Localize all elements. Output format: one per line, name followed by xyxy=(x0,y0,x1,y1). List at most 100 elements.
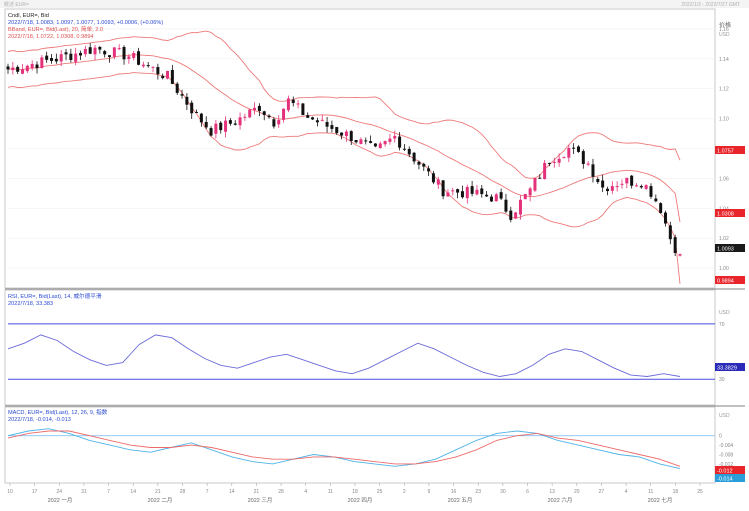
candle-body xyxy=(354,140,358,143)
candle-body xyxy=(393,135,397,139)
candle-body xyxy=(383,141,387,145)
bollinger-lower-line xyxy=(7,72,681,284)
candle-body xyxy=(40,57,44,68)
candle-body xyxy=(552,161,556,163)
candle-body xyxy=(446,192,450,197)
time-day-label: 30 xyxy=(500,489,506,495)
price-tick-label: 1.02 xyxy=(719,236,729,242)
time-month-label: 2022 七月 xyxy=(648,496,673,504)
candle-body xyxy=(25,65,29,72)
price-tick-label: 1.16 xyxy=(719,27,729,33)
price-tick-label: 1.00 xyxy=(719,266,729,272)
date-range: 2022/1/3 - 2022/7/27 GMT xyxy=(681,2,740,8)
svg-text:0.9894: 0.9894 xyxy=(717,279,734,285)
rsi-tick-label: 30 xyxy=(719,377,725,383)
svg-text:1.0308: 1.0308 xyxy=(717,212,734,218)
candle-body xyxy=(6,66,10,70)
candle-body xyxy=(175,83,179,93)
candle-legend-title: Cndl, EUR=, Bid xyxy=(8,13,49,19)
candle-body xyxy=(88,47,92,54)
candle-body xyxy=(470,186,474,194)
time-day-label: 28 xyxy=(180,489,186,495)
candle-body xyxy=(605,188,609,192)
svg-text:1.0757: 1.0757 xyxy=(717,149,734,155)
candle-legend-values: 2022/7/18, 1.0083, 1.0097, 1.0077, 1.009… xyxy=(8,20,163,26)
time-day-label: 6 xyxy=(526,489,529,495)
candle-body xyxy=(50,58,54,61)
candle-body xyxy=(69,53,73,60)
candle-body xyxy=(59,54,63,62)
time-day-label: 7 xyxy=(206,489,209,495)
candle-body xyxy=(557,158,561,163)
candle-body xyxy=(108,55,112,57)
candle-body xyxy=(141,64,145,67)
candle-body xyxy=(673,237,677,254)
candle-body xyxy=(369,141,373,143)
svg-text:1.0093: 1.0093 xyxy=(717,247,734,253)
candle-body xyxy=(306,115,310,118)
time-day-label: 25 xyxy=(697,489,703,495)
candle-body xyxy=(103,51,107,55)
candle-body xyxy=(253,107,257,111)
bollinger-mid-line xyxy=(7,54,681,223)
candle-body xyxy=(465,186,469,199)
candle-body xyxy=(610,186,614,191)
candle-body xyxy=(272,119,276,127)
candle-body xyxy=(504,199,508,212)
candle-body xyxy=(475,189,479,195)
time-day-label: 7 xyxy=(107,489,110,495)
candle-body xyxy=(388,138,392,142)
candle-body xyxy=(214,123,218,134)
time-day-label: 17 xyxy=(32,489,38,495)
candle-body xyxy=(224,120,228,132)
candle-body xyxy=(228,120,232,124)
candle-body xyxy=(320,119,324,121)
candle-body xyxy=(54,58,58,62)
panel-frames xyxy=(4,8,716,484)
time-day-label: 27 xyxy=(599,489,605,495)
time-day-label: 2 xyxy=(403,489,406,495)
candle-body xyxy=(601,180,605,188)
macd-tick-label: 0 xyxy=(719,434,722,440)
bollinger-bands xyxy=(7,30,681,284)
candle-body xyxy=(74,53,78,62)
macd-legend-values: 2022/7/18, -0.014, -0.013 xyxy=(8,417,71,423)
candle-body xyxy=(407,148,411,155)
last-price-tag: 1.0093 xyxy=(715,244,745,253)
candle-body xyxy=(620,183,624,185)
candle-body xyxy=(596,179,600,183)
time-day-label: 18 xyxy=(673,489,679,495)
candle-body xyxy=(166,70,170,79)
candle-body xyxy=(238,117,242,126)
bollinger-upper-line xyxy=(7,30,681,179)
signal-last-tag: -0.012 xyxy=(715,466,745,475)
upper-band-tag: 1.0757 xyxy=(715,146,745,155)
time-day-label: 14 xyxy=(229,489,235,495)
candle-body xyxy=(195,111,199,113)
macd-currency: USD xyxy=(719,413,730,419)
candle-body xyxy=(663,212,667,224)
candle-body xyxy=(494,194,498,202)
price-axis-title: 价格 xyxy=(719,21,731,29)
candle-body xyxy=(572,147,576,149)
time-day-label: 23 xyxy=(475,489,481,495)
candle-body xyxy=(441,180,445,197)
price-tick-label: 1.06 xyxy=(719,176,729,182)
time-day-label: 21 xyxy=(155,489,161,495)
candle-body xyxy=(412,152,416,162)
candle-body xyxy=(417,161,421,165)
candle-body xyxy=(591,164,595,177)
candle-body xyxy=(668,225,672,240)
candle-body xyxy=(547,162,551,164)
candle-body xyxy=(422,163,426,167)
candle-body xyxy=(64,52,68,55)
time-month-label: 2022 一月 xyxy=(48,497,73,504)
candle-body xyxy=(233,123,237,125)
candle-body xyxy=(398,136,402,148)
svg-text:-0.012: -0.012 xyxy=(717,469,733,475)
rsi-series-line xyxy=(7,334,681,377)
price-tick-label: 1.10 xyxy=(719,117,729,123)
rsi-legend: RSI, EUR=, Bid(Last), 14, 威尔德平滑 2022/7/1… xyxy=(8,292,102,307)
candle-body xyxy=(11,67,15,71)
